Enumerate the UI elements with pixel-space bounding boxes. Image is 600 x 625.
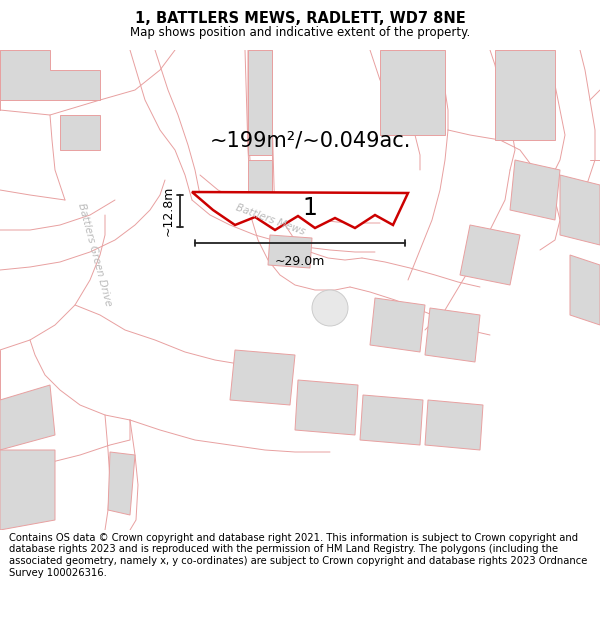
Polygon shape [495,50,555,140]
Polygon shape [295,380,358,435]
Polygon shape [268,235,312,268]
Polygon shape [0,50,100,100]
Polygon shape [360,395,423,445]
Text: 1, BATTLERS MEWS, RADLETT, WD7 8NE: 1, BATTLERS MEWS, RADLETT, WD7 8NE [134,11,466,26]
Polygon shape [560,175,600,245]
Polygon shape [248,160,272,215]
Text: Battlers Mews: Battlers Mews [234,202,306,238]
Polygon shape [108,452,135,515]
Polygon shape [510,160,560,220]
Polygon shape [570,255,600,325]
Polygon shape [380,50,445,135]
Polygon shape [460,225,520,285]
Circle shape [312,290,348,326]
Text: Contains OS data © Crown copyright and database right 2021. This information is : Contains OS data © Crown copyright and d… [9,533,587,578]
Text: ~199m²/~0.049ac.: ~199m²/~0.049ac. [209,130,410,150]
Polygon shape [370,298,425,352]
Polygon shape [425,400,483,450]
Polygon shape [60,115,100,150]
Polygon shape [425,308,480,362]
Text: 1: 1 [302,196,317,220]
Polygon shape [0,385,55,450]
Text: Map shows position and indicative extent of the property.: Map shows position and indicative extent… [130,26,470,39]
Text: ~12.8m: ~12.8m [162,186,175,236]
Text: Battlers Green Drive: Battlers Green Drive [76,202,113,308]
Polygon shape [192,192,408,230]
Polygon shape [230,350,295,405]
Text: ~29.0m: ~29.0m [275,255,325,268]
Polygon shape [0,450,55,530]
Polygon shape [248,50,272,155]
